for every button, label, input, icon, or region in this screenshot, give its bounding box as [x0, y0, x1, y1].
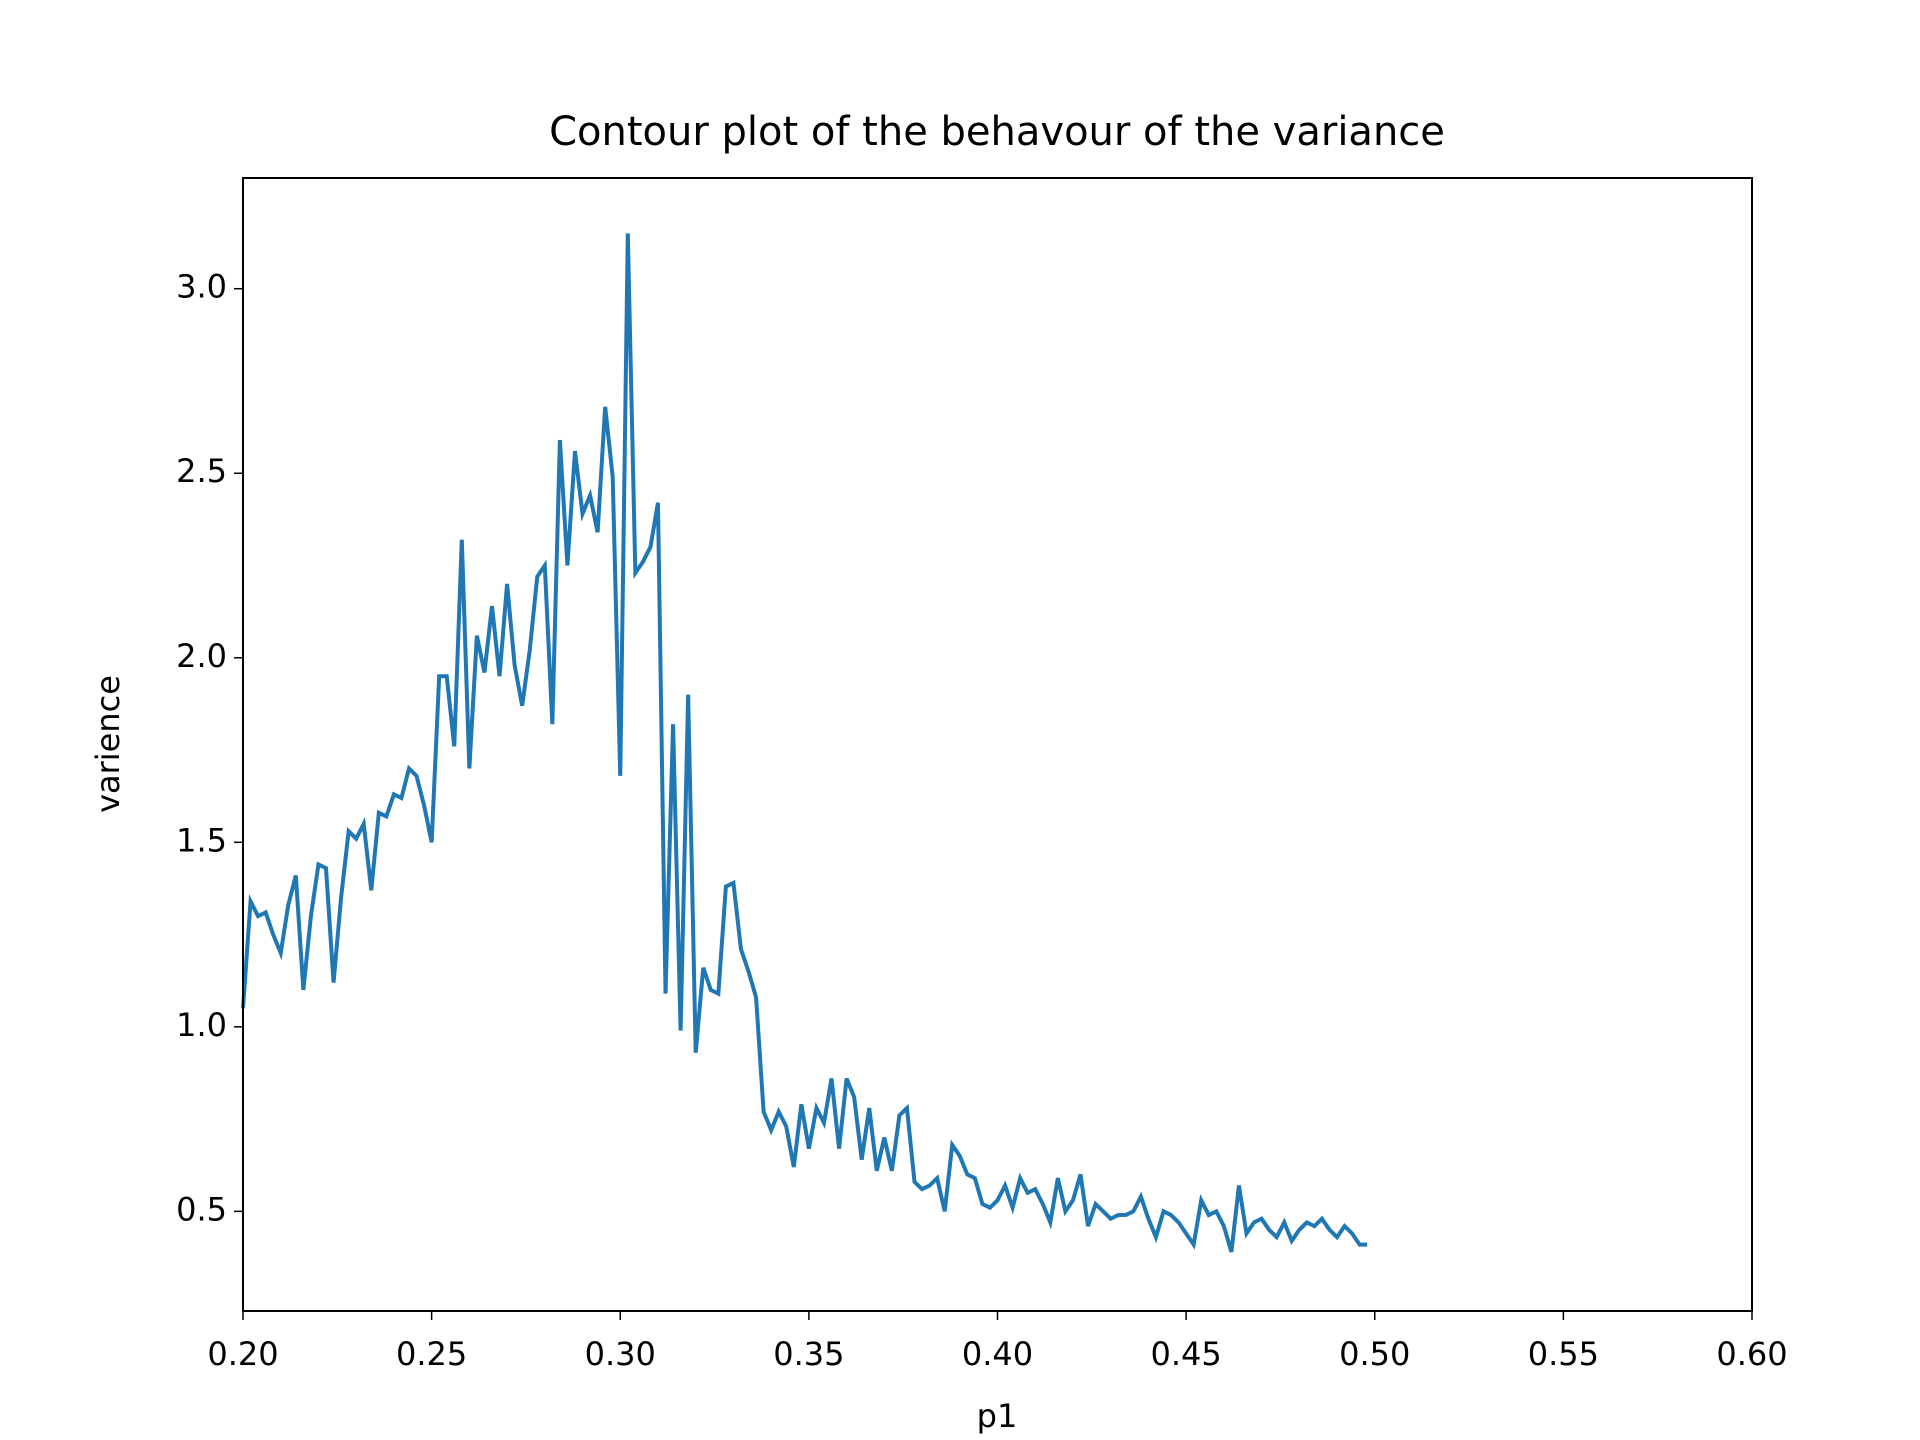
y-tick-label: 0.5 — [176, 1190, 227, 1228]
plot-frame — [242, 177, 1753, 1312]
x-tick-label: 0.20 — [207, 1335, 278, 1373]
y-tick-label: 3.0 — [176, 268, 227, 306]
y-tick-label: 1.5 — [176, 821, 227, 859]
x-axis-label: p1 — [977, 1397, 1018, 1435]
x-tick-label: 0.30 — [585, 1335, 656, 1373]
x-tick-label: 0.35 — [773, 1335, 844, 1373]
y-axis-label: varience — [89, 675, 127, 813]
y-tick-label: 1.0 — [176, 1006, 227, 1044]
x-tick-label: 0.50 — [1339, 1335, 1410, 1373]
x-tick-label: 0.60 — [1716, 1335, 1787, 1373]
x-tick-label: 0.40 — [962, 1335, 1033, 1373]
x-tick-label: 0.55 — [1528, 1335, 1599, 1373]
data-line — [241, 233, 1368, 1253]
y-tick-label: 2.5 — [176, 452, 227, 490]
y-tick-label: 2.0 — [176, 637, 227, 675]
x-tick-label: 0.45 — [1151, 1335, 1222, 1373]
chart-title: Contour plot of the behavour of the vari… — [549, 109, 1445, 155]
x-tick-label: 0.25 — [396, 1335, 467, 1373]
